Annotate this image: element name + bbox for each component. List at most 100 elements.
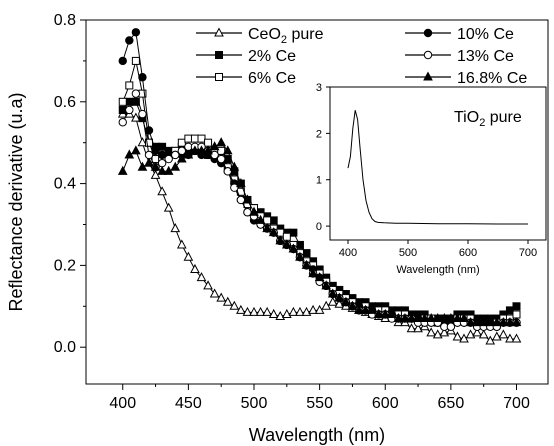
- main-series-group: [117, 28, 522, 345]
- data-point: [242, 194, 253, 204]
- data-point: [393, 312, 404, 323]
- data-point: [308, 268, 318, 278]
- data-point: [472, 327, 482, 337]
- data-point: [144, 126, 154, 135]
- inset-y-tick-label: 0: [316, 221, 322, 233]
- data-point: [301, 259, 312, 269]
- data-point: [446, 312, 456, 323]
- data-point: [439, 312, 450, 323]
- inset-title-main: TiO: [454, 109, 479, 126]
- y-tick-label: 0.2: [54, 257, 76, 274]
- data-point: [197, 134, 206, 143]
- data-point: [125, 105, 134, 115]
- x-tick-label: 700: [503, 395, 530, 412]
- data-point: [164, 154, 173, 164]
- data-point: [347, 300, 358, 310]
- data-point: [295, 306, 305, 316]
- data-point: [327, 288, 338, 298]
- data-point: [150, 161, 161, 171]
- data-point: [196, 145, 207, 155]
- data-point: [289, 228, 298, 237]
- data-point: [118, 97, 127, 106]
- data-point: [465, 317, 476, 327]
- data-point: [419, 312, 430, 323]
- data-point: [138, 109, 147, 119]
- inset-axis-ticks: 400 500 600 700 0 1 2 3: [316, 82, 537, 259]
- legend-item-ceo2-pure: CeO2 pure: [196, 26, 324, 46]
- data-point: [144, 150, 154, 160]
- data-point: [255, 214, 266, 224]
- data-point: [222, 145, 233, 155]
- inset-title: TiO2 pure: [454, 109, 522, 129]
- data-point: [275, 235, 286, 245]
- data-point: [498, 329, 509, 339]
- data-point: [308, 304, 318, 314]
- data-point: [209, 288, 220, 298]
- data-point: [184, 134, 193, 143]
- inset-title-tail: pure: [485, 109, 522, 126]
- y-tick-label: 0.6: [54, 94, 76, 111]
- data-point: [485, 317, 496, 327]
- data-point: [478, 329, 489, 339]
- data-point: [158, 142, 167, 151]
- data-point: [262, 306, 272, 316]
- data-point: [144, 157, 154, 167]
- data-point: [229, 300, 240, 310]
- data-point: [222, 296, 233, 306]
- data-point: [268, 308, 279, 318]
- data-point: [229, 161, 240, 171]
- legend-marker: [423, 50, 433, 60]
- main-axis-ticks: 400 450 500 550 600 650 700 0.0 0.2 0.4 0.6 0.8: [54, 12, 530, 412]
- inset-plot-frame: [329, 86, 547, 241]
- inset-x-tick-label: 700: [519, 247, 537, 259]
- data-point: [157, 186, 167, 196]
- legend-item-16-8pct-ce: 16.8% Ce: [405, 70, 527, 87]
- legend-marker: [215, 51, 223, 59]
- data-point: [373, 308, 384, 318]
- data-point: [216, 137, 227, 147]
- inset-title-subscript: 2: [479, 117, 485, 129]
- data-point: [176, 239, 187, 249]
- data-point: [341, 296, 351, 306]
- data-point: [204, 138, 213, 147]
- data-point: [138, 73, 147, 82]
- legend-label: 6% Ce: [248, 70, 296, 87]
- data-point: [137, 137, 148, 147]
- x-tick-label: 550: [306, 395, 333, 412]
- data-point: [131, 89, 141, 98]
- data-point: [190, 145, 200, 155]
- data-point: [217, 146, 226, 155]
- data-point: [196, 272, 207, 282]
- data-point: [512, 302, 521, 311]
- data-point: [183, 251, 194, 261]
- data-point: [118, 118, 127, 127]
- data-point: [131, 145, 141, 155]
- x-tick-label: 450: [175, 395, 202, 412]
- data-point: [117, 165, 128, 175]
- inset-y-tick-label: 3: [316, 82, 322, 94]
- data-point: [511, 317, 522, 327]
- legend: CeO2 pure 2% Ce 6% Ce 10% Ce 13% Ce 16.8% Ce: [196, 26, 527, 87]
- data-point: [125, 36, 134, 45]
- data-point: [354, 304, 364, 314]
- data-point: [282, 232, 291, 241]
- legend-label: 13% Ce: [457, 48, 514, 65]
- legend-item-2pct-ce: 2% Ce: [196, 48, 296, 65]
- data-point: [288, 243, 299, 253]
- inset-series-group: [347, 110, 528, 225]
- data-point: [512, 310, 521, 319]
- data-point: [262, 223, 272, 233]
- data-point: [314, 272, 325, 282]
- data-point: [203, 280, 213, 290]
- data-point: [302, 249, 311, 258]
- data-point: [452, 331, 463, 341]
- x-tick-label: 400: [109, 395, 136, 412]
- data-point: [406, 312, 417, 323]
- data-point: [360, 304, 371, 314]
- x-tick-label: 500: [241, 395, 268, 412]
- data-point: [216, 154, 226, 164]
- inset-x-axis-label: Wavelength (nm): [396, 264, 479, 276]
- data-point: [255, 306, 266, 316]
- data-point: [459, 312, 469, 323]
